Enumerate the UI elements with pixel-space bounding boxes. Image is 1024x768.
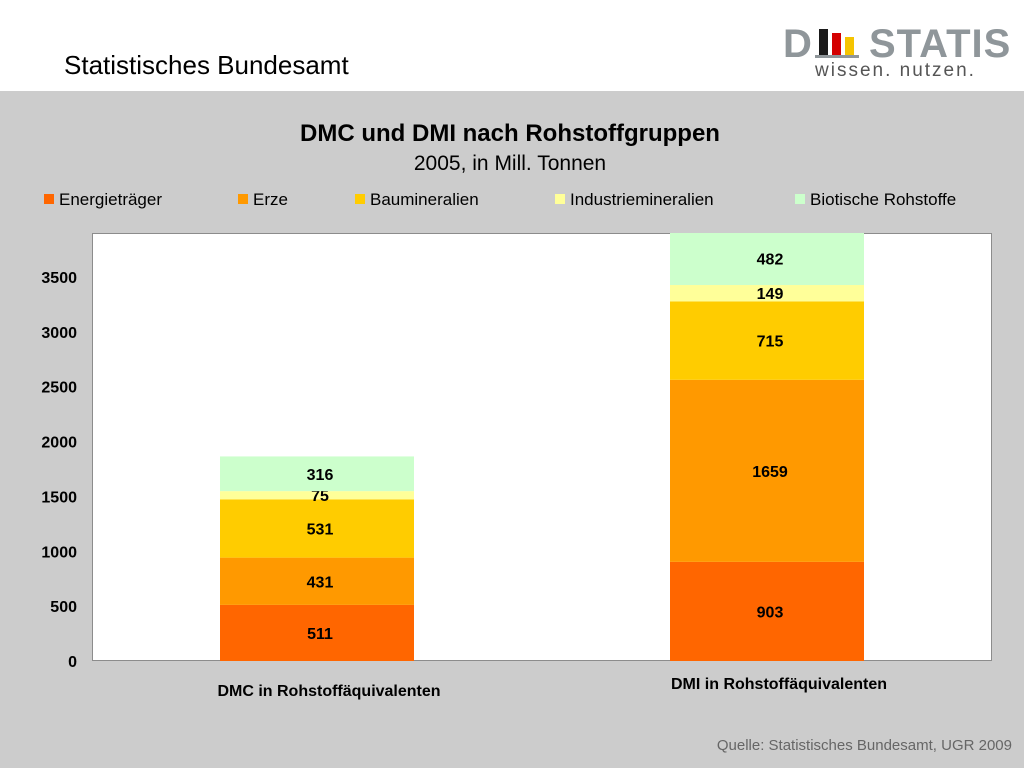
data-label: 316	[307, 467, 334, 484]
chart-subtitle: 2005, in Mill. Tonnen	[413, 152, 607, 175]
legend-item-biotische-rohstoffe: Biotische Rohstoffe	[795, 190, 956, 210]
legend-label: Erze	[253, 190, 288, 209]
y-tick-label: 2500	[41, 380, 77, 397]
y-tick-label: 2000	[41, 435, 77, 452]
organization-title: Statistisches Bundesamt	[64, 50, 349, 80]
legend-swatch	[555, 194, 565, 204]
legend-swatch	[355, 194, 365, 204]
legend-swatch	[238, 194, 248, 204]
legend-label: Baumineralien	[370, 190, 479, 209]
bar-segment	[220, 456, 414, 492]
y-tick-label: 0	[68, 654, 77, 671]
data-label: 715	[757, 334, 784, 351]
bar-segment	[220, 499, 414, 558]
bar-segment	[670, 561, 864, 661]
bar-segment	[670, 285, 864, 302]
logo-tagline: wissen. nutzen.	[815, 60, 976, 81]
bar-segment	[220, 604, 414, 661]
legend-swatch	[795, 194, 805, 204]
data-label: 511	[307, 626, 333, 643]
data-label: 531	[307, 521, 334, 538]
legend-label: Energieträger	[59, 190, 163, 209]
legend-label: Biotische Rohstoffe	[810, 190, 957, 209]
legend-item-baumineralien: Baumineralien	[355, 190, 479, 210]
destatis-logo: D STATIS wissen. nutzen.	[783, 22, 1010, 82]
logo-wordmark-right: STATIS	[869, 22, 1012, 66]
bar-segment	[220, 557, 414, 605]
y-tick-label: 3000	[41, 325, 77, 342]
legend-item-industriemineralien: Industriemineralien	[555, 190, 714, 210]
x-category-label: DMI in Rohstoffäquivalenten	[671, 676, 887, 693]
y-tick-label: 3500	[41, 270, 77, 287]
data-label: 149	[757, 286, 784, 303]
data-label: 903	[757, 604, 784, 621]
legend-item-erze: Erze	[238, 190, 288, 210]
y-tick-label: 500	[50, 599, 77, 616]
chart-legend: Energieträger Erze Baumineralien Industr…	[0, 190, 1024, 214]
legend-label: Industriemineralien	[570, 190, 714, 209]
legend-swatch	[44, 194, 54, 204]
x-category-label: DMC in Rohstoffäquivalenten	[217, 683, 440, 700]
bar-segment	[670, 233, 864, 286]
data-label: 1659	[752, 464, 788, 481]
source-note: Quelle: Statistisches Bundesamt, UGR 200…	[716, 737, 1012, 754]
logo-flag-icon	[815, 29, 859, 58]
bar-segment	[670, 379, 864, 562]
y-tick-label: 1500	[41, 489, 77, 506]
data-label: 482	[757, 252, 784, 269]
data-label: 75	[311, 488, 329, 505]
bar-segment	[220, 491, 414, 500]
data-label: 431	[307, 574, 334, 591]
bar-segment	[670, 301, 864, 380]
y-tick-label: 1000	[41, 544, 77, 561]
logo-wordmark-left: D	[783, 22, 813, 66]
chart-title: DMC und DMI nach Rohstoffgruppen	[300, 120, 720, 147]
slide-header: Statistisches Bundesamt D STATIS wissen.…	[0, 0, 1024, 91]
legend-item-energietraeger: Energieträger	[44, 190, 162, 210]
